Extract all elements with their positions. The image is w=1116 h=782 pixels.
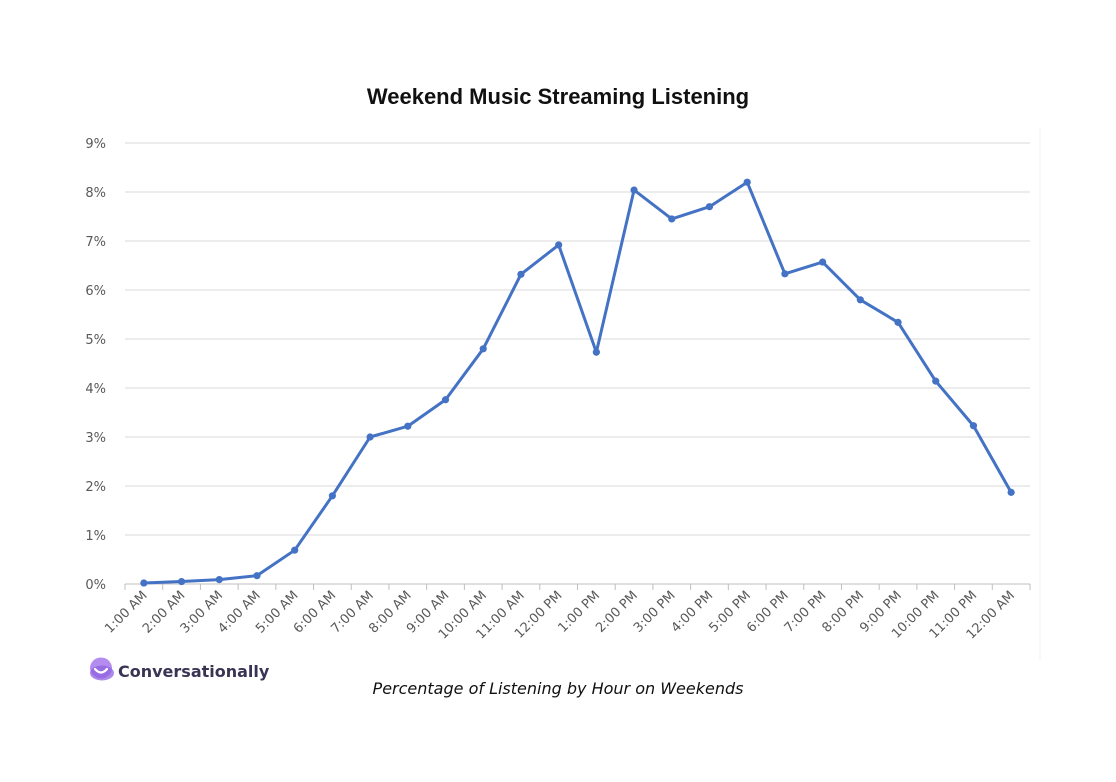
data-point [630, 186, 638, 194]
data-point [328, 492, 336, 500]
data-point [743, 178, 751, 186]
y-tick-label: 9% [85, 137, 106, 152]
data-point [479, 345, 487, 353]
y-tick-label: 2% [85, 480, 106, 495]
data-point [856, 296, 864, 304]
data-point [517, 270, 525, 278]
series-line [142, 180, 1013, 585]
logo-text: Conversationally [118, 662, 270, 681]
data-point [668, 215, 676, 223]
data-point [177, 577, 186, 586]
data-point [969, 422, 978, 430]
y-tick-label: 3% [85, 431, 106, 446]
data-point [592, 348, 600, 356]
y-tick-label: 4% [85, 382, 106, 397]
data-point [441, 396, 450, 404]
data-point [366, 433, 374, 441]
y-tick-label: 5% [85, 333, 106, 348]
y-tick-label: 7% [85, 235, 106, 250]
data-point [705, 203, 714, 211]
data-point [819, 258, 827, 266]
data-point [140, 579, 148, 587]
x-axis-tick-labels: 1:00 AM2:00 AM3:00 AM4:00 AM5:00 AM6:00 … [102, 588, 1018, 642]
chart-caption: Percentage of Listening by Hour on Weeke… [373, 679, 744, 698]
data-point [253, 572, 261, 580]
data-point [215, 575, 223, 584]
data-point [555, 241, 563, 249]
y-tick-label: 1% [85, 529, 106, 544]
logo-icon [90, 657, 114, 681]
y-tick-label: 0% [85, 578, 106, 593]
chart-title: Weekend Music Streaming Listening [367, 84, 749, 109]
data-point [781, 270, 789, 278]
data-point [291, 546, 299, 554]
y-axis-tick-labels: 0% 1% 2% 3% 4% 5% 6% 7% 8% 9% [85, 137, 106, 593]
series-listening [140, 178, 1015, 587]
data-point [1007, 488, 1015, 496]
conversationally-logo: Conversationally [90, 657, 270, 681]
gridlines [125, 142, 1030, 536]
data-point [932, 377, 940, 385]
y-tick-label: 6% [85, 284, 106, 299]
data-point [404, 422, 412, 430]
data-point [894, 318, 902, 326]
x-axis [124, 583, 1031, 590]
y-tick-label: 8% [85, 186, 106, 201]
